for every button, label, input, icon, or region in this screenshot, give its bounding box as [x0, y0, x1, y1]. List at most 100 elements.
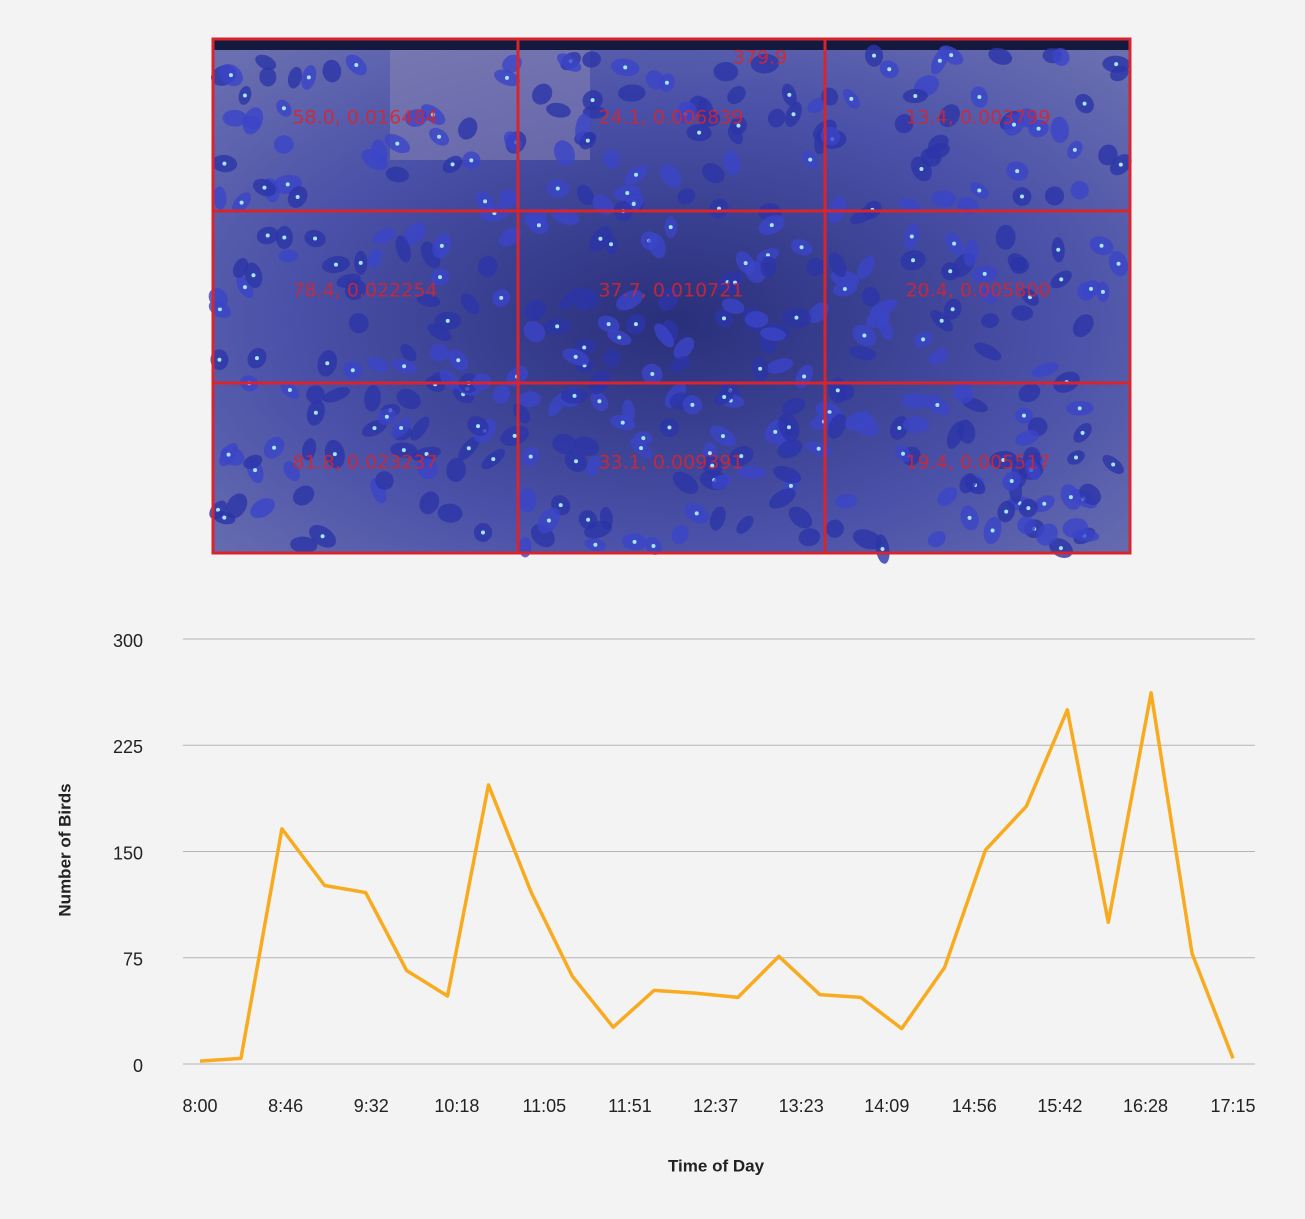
bird	[677, 188, 696, 205]
bird	[498, 227, 522, 247]
bird-marker	[253, 468, 258, 473]
bird-marker	[721, 316, 726, 321]
bird-marker	[466, 446, 471, 451]
y-tick-label: 300	[113, 631, 143, 651]
bird	[283, 461, 301, 482]
bird-marker	[424, 451, 429, 456]
bird-marker	[1118, 162, 1123, 167]
bird-marker	[690, 402, 695, 407]
bird-marker	[1114, 62, 1119, 67]
bird-marker	[1074, 455, 1079, 460]
bird-marker	[802, 374, 807, 379]
bird	[618, 84, 646, 102]
bird	[711, 474, 732, 490]
bird	[845, 410, 872, 431]
bird-marker	[402, 364, 407, 369]
bird	[760, 256, 777, 278]
bird	[1015, 430, 1040, 446]
bird	[573, 436, 600, 456]
bird-marker	[1042, 501, 1047, 506]
bird-marker	[528, 454, 533, 459]
bird	[439, 369, 459, 390]
bird-marker	[512, 433, 517, 438]
bird-marker	[1009, 478, 1014, 483]
bird-marker	[1068, 495, 1073, 500]
bird-marker	[242, 93, 247, 98]
bird	[654, 323, 675, 348]
bird-marker	[320, 534, 325, 539]
bird-marker	[1058, 546, 1063, 551]
bird	[1036, 523, 1058, 546]
bird-marker	[950, 307, 955, 312]
bird	[348, 312, 369, 334]
bird	[825, 519, 844, 538]
bird-marker	[1011, 122, 1016, 127]
bird	[671, 524, 689, 545]
bird	[1044, 186, 1065, 206]
bird-marker	[590, 98, 595, 103]
bird-marker	[623, 65, 628, 70]
bird-marker	[1001, 457, 1006, 462]
cell-label: 20.4, 0.005800	[905, 280, 1050, 302]
bird-marker	[791, 112, 796, 117]
bird-marker	[769, 223, 774, 228]
bird	[709, 506, 726, 531]
bird-marker	[1019, 194, 1024, 199]
bird	[419, 491, 440, 515]
bird-marker	[306, 75, 311, 80]
bird-marker	[546, 518, 551, 523]
bird	[344, 279, 367, 301]
bird-marker	[909, 234, 914, 239]
bird-marker	[450, 162, 455, 167]
bird	[988, 47, 1013, 65]
bird	[744, 311, 769, 328]
bird	[723, 150, 741, 176]
bird-marker	[808, 157, 813, 162]
bird-marker	[217, 357, 222, 362]
bird-marker	[625, 190, 630, 195]
timestamp-bar	[212, 38, 1131, 50]
bird	[498, 189, 518, 208]
bird	[410, 416, 430, 441]
bird	[416, 457, 438, 480]
cell-label: 37.7, 0.010721	[598, 280, 743, 302]
bird-marker	[555, 324, 560, 329]
bird	[290, 536, 318, 554]
bird-marker	[586, 517, 591, 522]
bird	[400, 344, 417, 362]
bird	[518, 487, 537, 513]
bird	[518, 391, 542, 408]
bird-marker	[722, 394, 727, 399]
bird-marker	[1036, 126, 1041, 131]
bird	[981, 313, 1000, 329]
bird-marker	[667, 425, 672, 430]
bird	[677, 101, 697, 121]
bird	[458, 117, 478, 140]
bird	[1098, 144, 1118, 166]
bird	[736, 515, 754, 534]
bird	[416, 293, 441, 307]
y-tick-label: 75	[123, 950, 143, 970]
x-axis-title: Time of Day	[668, 1156, 765, 1175]
x-tick-label: 14:56	[952, 1096, 997, 1116]
bird	[616, 289, 643, 311]
x-tick-label: 11:51	[608, 1096, 652, 1116]
x-tick-label: 16:28	[1123, 1096, 1168, 1116]
bird	[736, 466, 767, 479]
bird-marker	[787, 92, 792, 97]
bird-marker	[593, 542, 598, 547]
bird-marker	[937, 58, 942, 63]
bird-marker	[217, 307, 222, 312]
bird-marker	[632, 539, 637, 544]
bird	[213, 186, 227, 210]
bird-marker	[634, 172, 639, 177]
bird	[766, 358, 794, 374]
bird-marker	[582, 345, 587, 350]
bird	[865, 310, 890, 329]
bird	[894, 114, 914, 134]
x-tick-label: 8:46	[268, 1096, 303, 1116]
bird-marker	[499, 295, 504, 300]
bird	[835, 493, 857, 509]
bird	[546, 102, 571, 118]
